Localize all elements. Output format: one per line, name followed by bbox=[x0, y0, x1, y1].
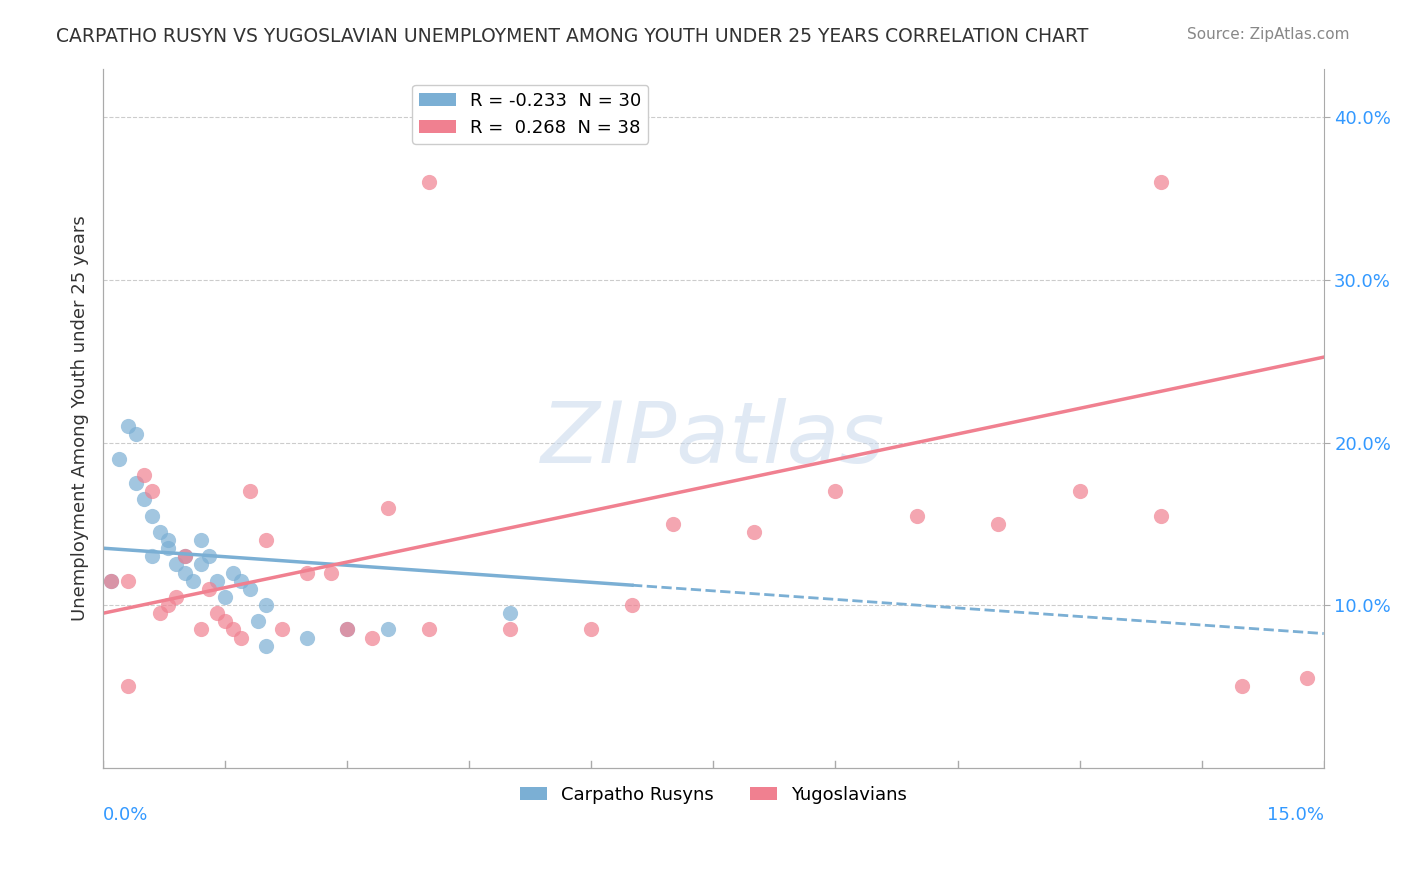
Point bbox=[661, 516, 683, 531]
Point bbox=[190, 623, 212, 637]
Point bbox=[295, 631, 318, 645]
Point bbox=[1232, 680, 1254, 694]
Point bbox=[499, 623, 522, 637]
Point bbox=[141, 508, 163, 523]
Point bbox=[581, 623, 603, 637]
Point bbox=[336, 623, 359, 637]
Point bbox=[198, 549, 221, 564]
Point bbox=[173, 566, 195, 580]
Point bbox=[1150, 175, 1173, 189]
Point bbox=[132, 468, 155, 483]
Text: 15.0%: 15.0% bbox=[1267, 806, 1323, 824]
Text: 0.0%: 0.0% bbox=[103, 806, 149, 824]
Point bbox=[124, 476, 146, 491]
Point bbox=[336, 623, 359, 637]
Point bbox=[824, 484, 846, 499]
Point bbox=[254, 533, 277, 547]
Point bbox=[181, 574, 204, 588]
Point bbox=[377, 500, 399, 515]
Point bbox=[117, 680, 139, 694]
Point bbox=[205, 606, 228, 620]
Point bbox=[190, 558, 212, 572]
Point bbox=[418, 623, 440, 637]
Text: Source: ZipAtlas.com: Source: ZipAtlas.com bbox=[1187, 27, 1350, 42]
Point bbox=[295, 566, 318, 580]
Point bbox=[157, 533, 180, 547]
Point bbox=[214, 590, 236, 604]
Point bbox=[117, 419, 139, 434]
Point bbox=[149, 606, 172, 620]
Point bbox=[905, 508, 928, 523]
Point bbox=[987, 516, 1010, 531]
Point bbox=[108, 451, 131, 466]
Point bbox=[231, 574, 253, 588]
Point bbox=[149, 524, 172, 539]
Point bbox=[117, 574, 139, 588]
Point bbox=[205, 574, 228, 588]
Point bbox=[165, 590, 187, 604]
Point bbox=[100, 574, 122, 588]
Point bbox=[271, 623, 294, 637]
Point bbox=[124, 427, 146, 442]
Point bbox=[254, 598, 277, 612]
Point bbox=[499, 606, 522, 620]
Point bbox=[214, 615, 236, 629]
Point bbox=[222, 566, 245, 580]
Point bbox=[100, 574, 122, 588]
Point bbox=[157, 541, 180, 556]
Text: ZIPatlas: ZIPatlas bbox=[541, 398, 886, 481]
Point bbox=[1069, 484, 1091, 499]
Point bbox=[190, 533, 212, 547]
Point bbox=[377, 623, 399, 637]
Point bbox=[165, 558, 187, 572]
Point bbox=[319, 566, 342, 580]
Point bbox=[198, 582, 221, 596]
Point bbox=[132, 492, 155, 507]
Point bbox=[173, 549, 195, 564]
Point bbox=[246, 615, 269, 629]
Point bbox=[239, 582, 262, 596]
Legend: Carpatho Rusyns, Yugoslavians: Carpatho Rusyns, Yugoslavians bbox=[512, 779, 914, 811]
Point bbox=[231, 631, 253, 645]
Point bbox=[360, 631, 382, 645]
Point bbox=[141, 484, 163, 499]
Text: CARPATHO RUSYN VS YUGOSLAVIAN UNEMPLOYMENT AMONG YOUTH UNDER 25 YEARS CORRELATIO: CARPATHO RUSYN VS YUGOSLAVIAN UNEMPLOYME… bbox=[56, 27, 1088, 45]
Point bbox=[157, 598, 180, 612]
Point bbox=[173, 549, 195, 564]
Point bbox=[742, 524, 765, 539]
Point bbox=[239, 484, 262, 499]
Point bbox=[222, 623, 245, 637]
Point bbox=[621, 598, 644, 612]
Point bbox=[418, 175, 440, 189]
Point bbox=[1296, 671, 1319, 685]
Point bbox=[254, 639, 277, 653]
Point bbox=[141, 549, 163, 564]
Point bbox=[1150, 508, 1173, 523]
Y-axis label: Unemployment Among Youth under 25 years: Unemployment Among Youth under 25 years bbox=[72, 215, 89, 621]
